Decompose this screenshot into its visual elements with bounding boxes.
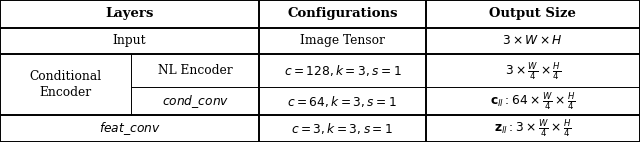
Text: $c = 3, k = 3, s = 1$: $c = 3, k = 3, s = 1$ <box>291 121 394 136</box>
Text: $c = 64, k = 3, s = 1$: $c = 64, k = 3, s = 1$ <box>287 94 397 109</box>
Text: Configurations: Configurations <box>287 7 397 20</box>
Text: NL Encoder: NL Encoder <box>158 64 232 77</box>
Text: $\mathbf{z}_{ll} : 3 \times \frac{W}{4} \times \frac{H}{4}$: $\mathbf{z}_{ll} : 3 \times \frac{W}{4} … <box>494 118 572 139</box>
Text: Conditional: Conditional <box>29 70 102 83</box>
Text: $3 \times W \times H$: $3 \times W \times H$ <box>502 34 563 47</box>
Text: $\mathbf{c}_{ll} : 64 \times \frac{W}{4} \times \frac{H}{4}$: $\mathbf{c}_{ll} : 64 \times \frac{W}{4}… <box>490 90 575 112</box>
Text: $cond\_conv$: $cond\_conv$ <box>161 93 229 110</box>
Text: Encoder: Encoder <box>40 86 92 99</box>
Text: Output Size: Output Size <box>490 7 576 20</box>
Text: Layers: Layers <box>106 7 154 20</box>
Text: Image Tensor: Image Tensor <box>300 34 385 47</box>
Text: $feat\_conv$: $feat\_conv$ <box>99 120 161 137</box>
Text: $3 \times \frac{W}{4} \times \frac{H}{4}$: $3 \times \frac{W}{4} \times \frac{H}{4}… <box>504 60 561 82</box>
Text: $c = 128, k = 3, s = 1$: $c = 128, k = 3, s = 1$ <box>284 63 401 78</box>
Text: Input: Input <box>113 34 147 47</box>
